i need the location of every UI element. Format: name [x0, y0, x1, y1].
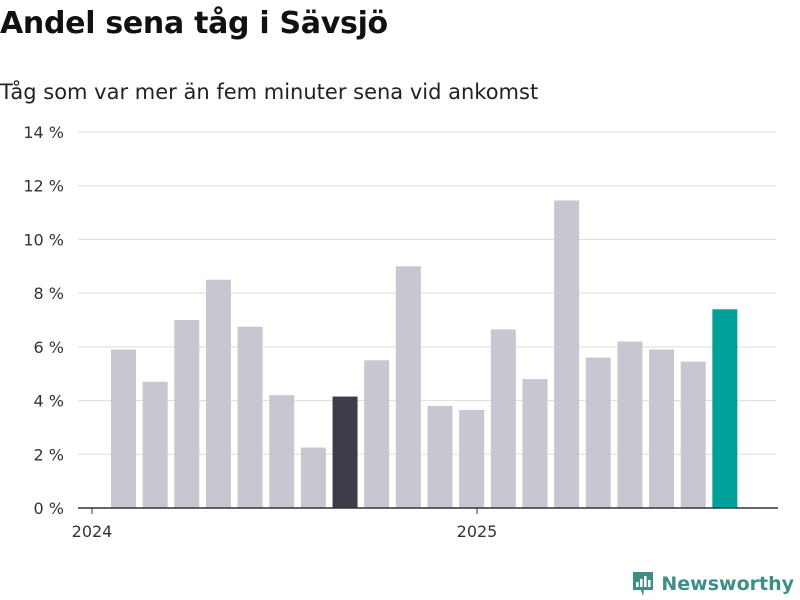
bar [205, 279, 231, 508]
bar [459, 409, 485, 508]
bar [174, 320, 200, 508]
bar [332, 396, 358, 508]
brand-logo: Newsworthy [631, 570, 794, 598]
y-tick-label: 14 % [23, 123, 64, 142]
bar [554, 200, 580, 509]
y-tick-label: 6 % [34, 338, 64, 357]
bar [269, 395, 295, 508]
bar [617, 341, 643, 508]
x-tick-label: 2025 [457, 522, 498, 541]
bar [649, 349, 675, 508]
y-tick-label: 4 % [34, 392, 64, 411]
bar [680, 361, 706, 508]
bar [111, 349, 136, 508]
bar [142, 381, 168, 508]
chart-subtitle: Tåg som var mer än fem minuter sena vid … [0, 80, 539, 104]
newsworthy-logo-icon [633, 572, 654, 596]
bar [237, 326, 263, 508]
x-tick-label: 2024 [72, 522, 113, 541]
brand-name: Newsworthy [661, 573, 794, 595]
bar [712, 309, 738, 508]
bar [395, 266, 421, 508]
y-tick-label: 8 % [34, 284, 64, 303]
bar [300, 447, 326, 508]
bar [364, 360, 390, 508]
y-tick-label: 2 % [34, 445, 64, 464]
y-tick-label: 0 % [34, 499, 64, 518]
y-tick-label: 10 % [23, 230, 64, 249]
bar [585, 357, 611, 508]
bar [522, 379, 548, 508]
bar [427, 405, 453, 508]
bar [490, 329, 516, 508]
chart-title: Andel sena tåg i Sävsjö [0, 6, 388, 41]
y-tick-label: 12 % [23, 177, 64, 196]
